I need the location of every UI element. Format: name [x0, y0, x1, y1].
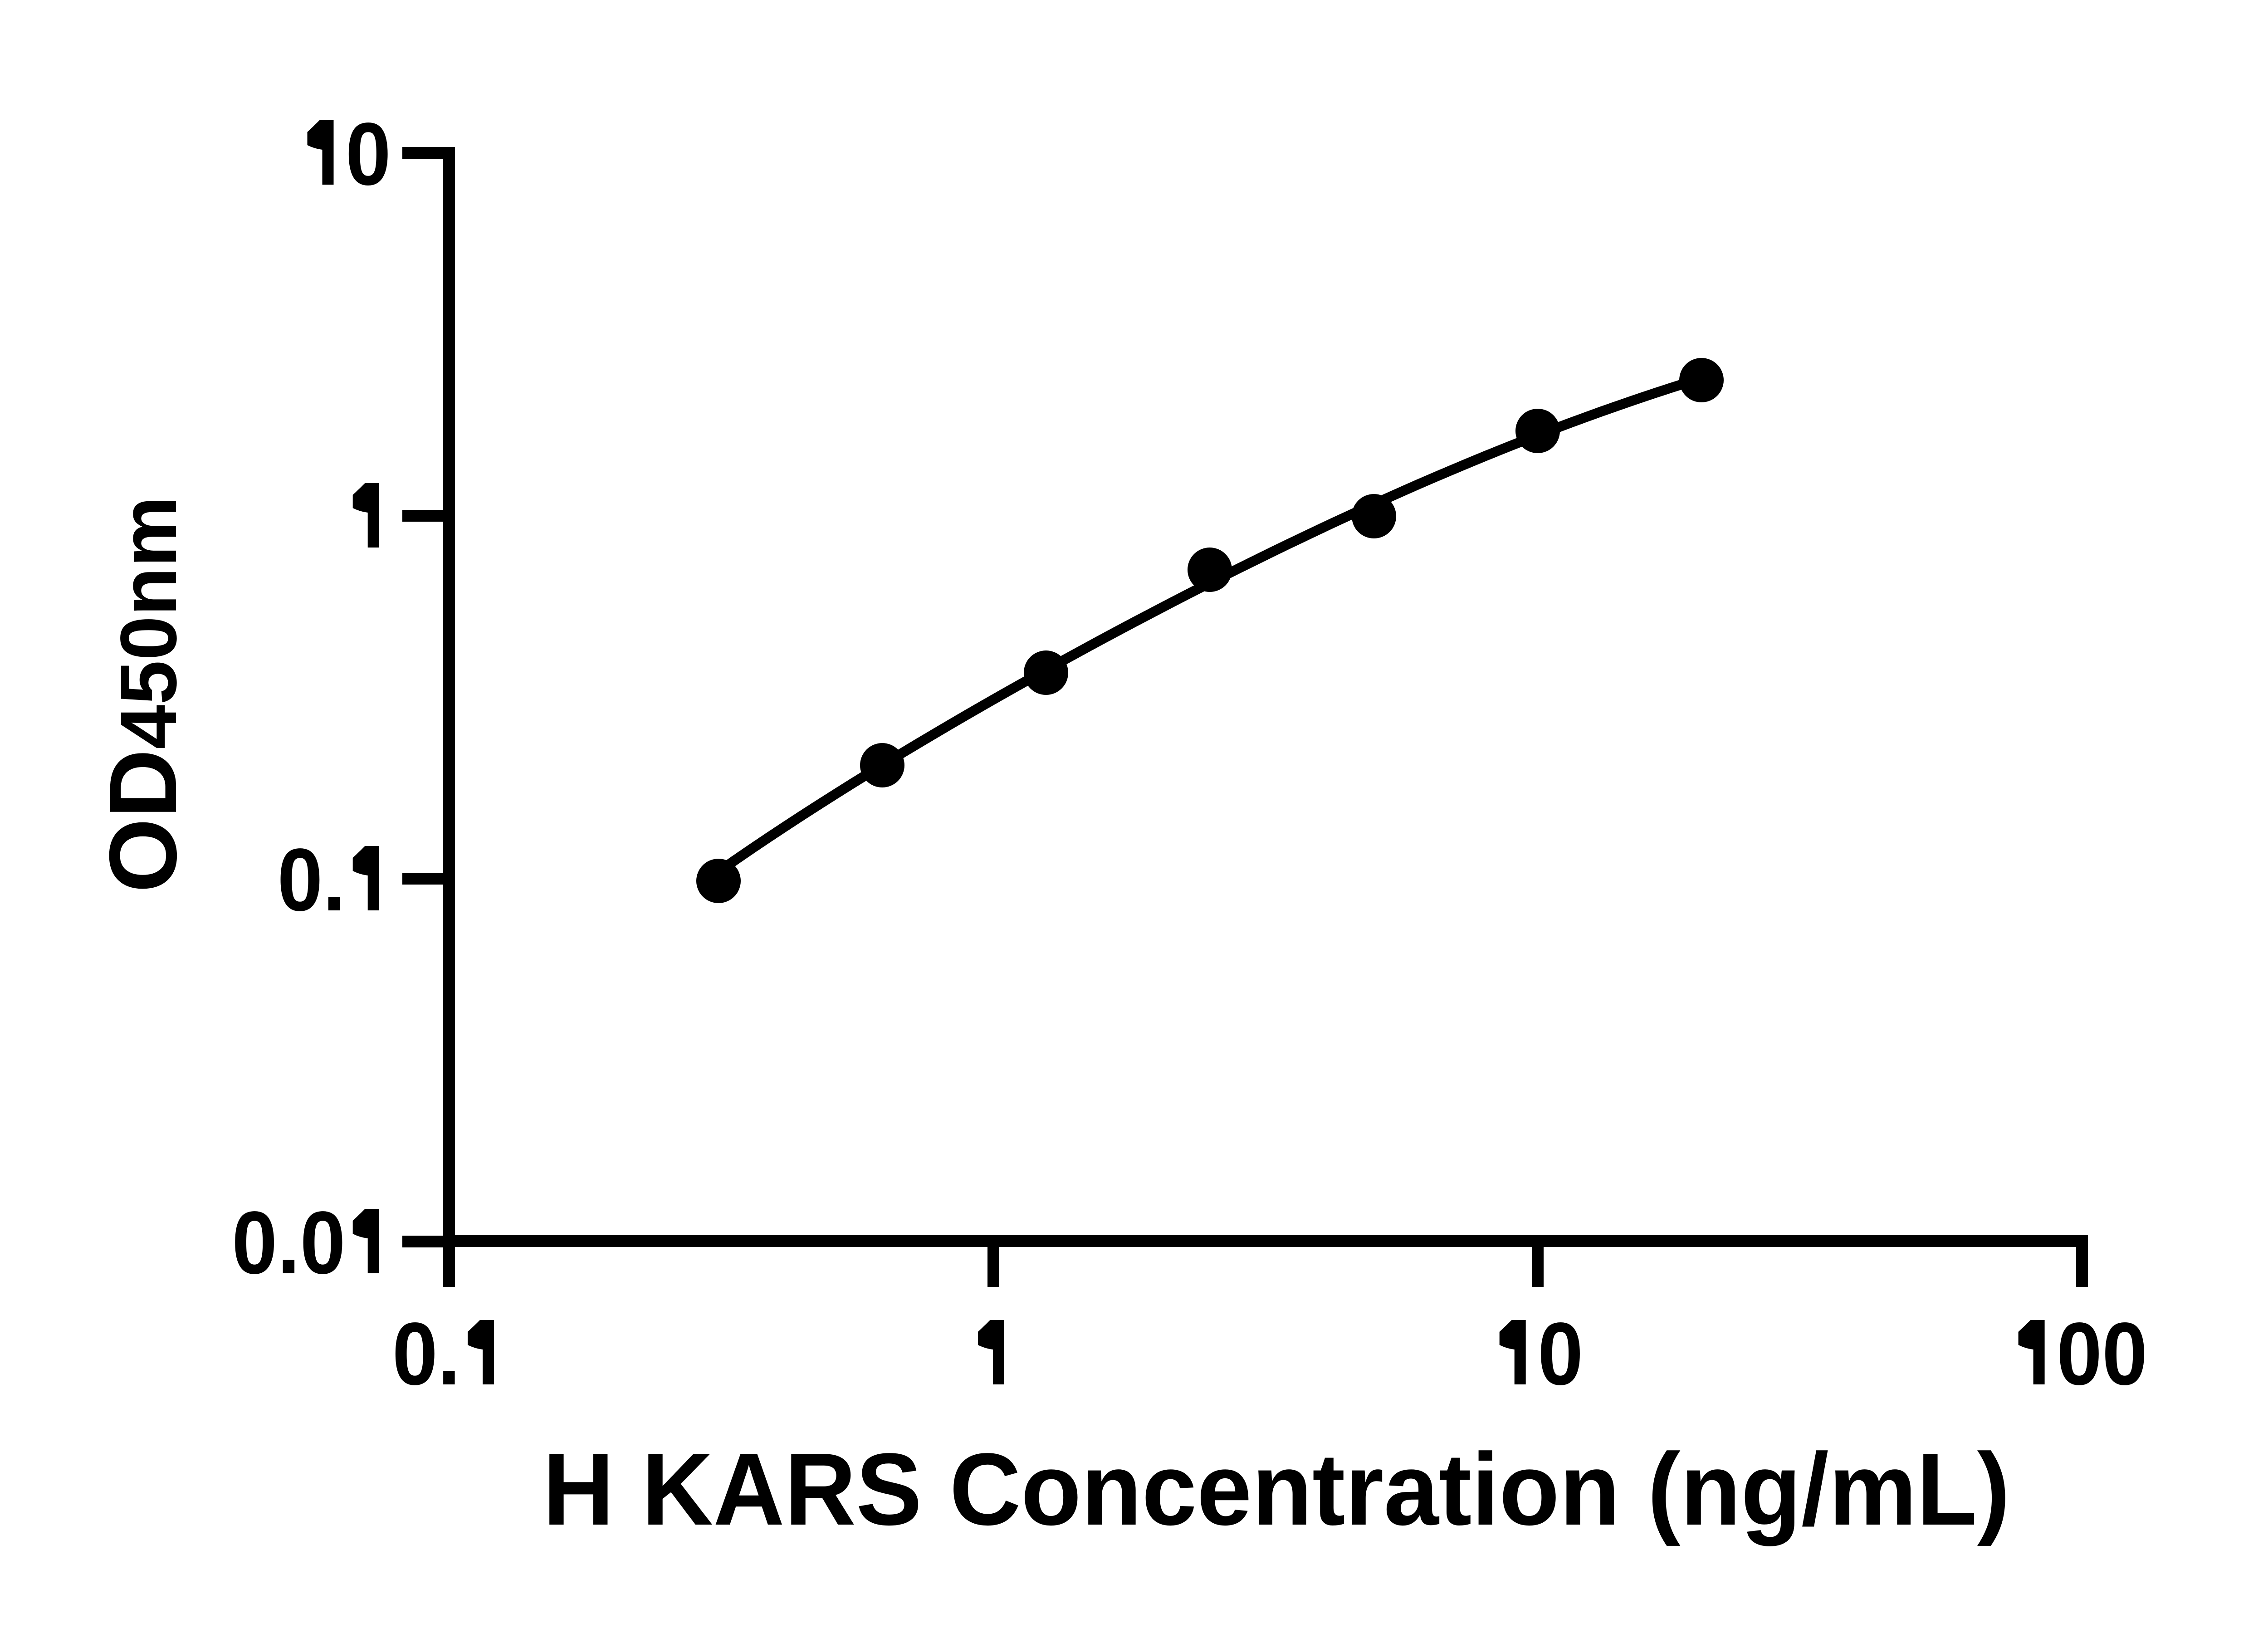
svg-text:0: 0	[1538, 1304, 1583, 1403]
svg-text:.: .	[438, 1304, 460, 1403]
svg-text:0: 0	[277, 830, 323, 929]
svg-text:H KARS Concentration (ng/mL): H KARS Concentration (ng/mL)	[543, 1432, 2010, 1546]
svg-text:0: 0	[2102, 1304, 2147, 1403]
svg-text:0: 0	[392, 1304, 438, 1403]
svg-text:0: 0	[300, 1193, 346, 1292]
svg-text:0: 0	[2057, 1304, 2102, 1403]
svg-text:.: .	[323, 830, 346, 929]
svg-text:OD450nm: OD450nm	[89, 496, 196, 893]
svg-text:0: 0	[346, 104, 391, 204]
svg-text:0: 0	[232, 1193, 277, 1292]
svg-text:.: .	[277, 1193, 300, 1292]
